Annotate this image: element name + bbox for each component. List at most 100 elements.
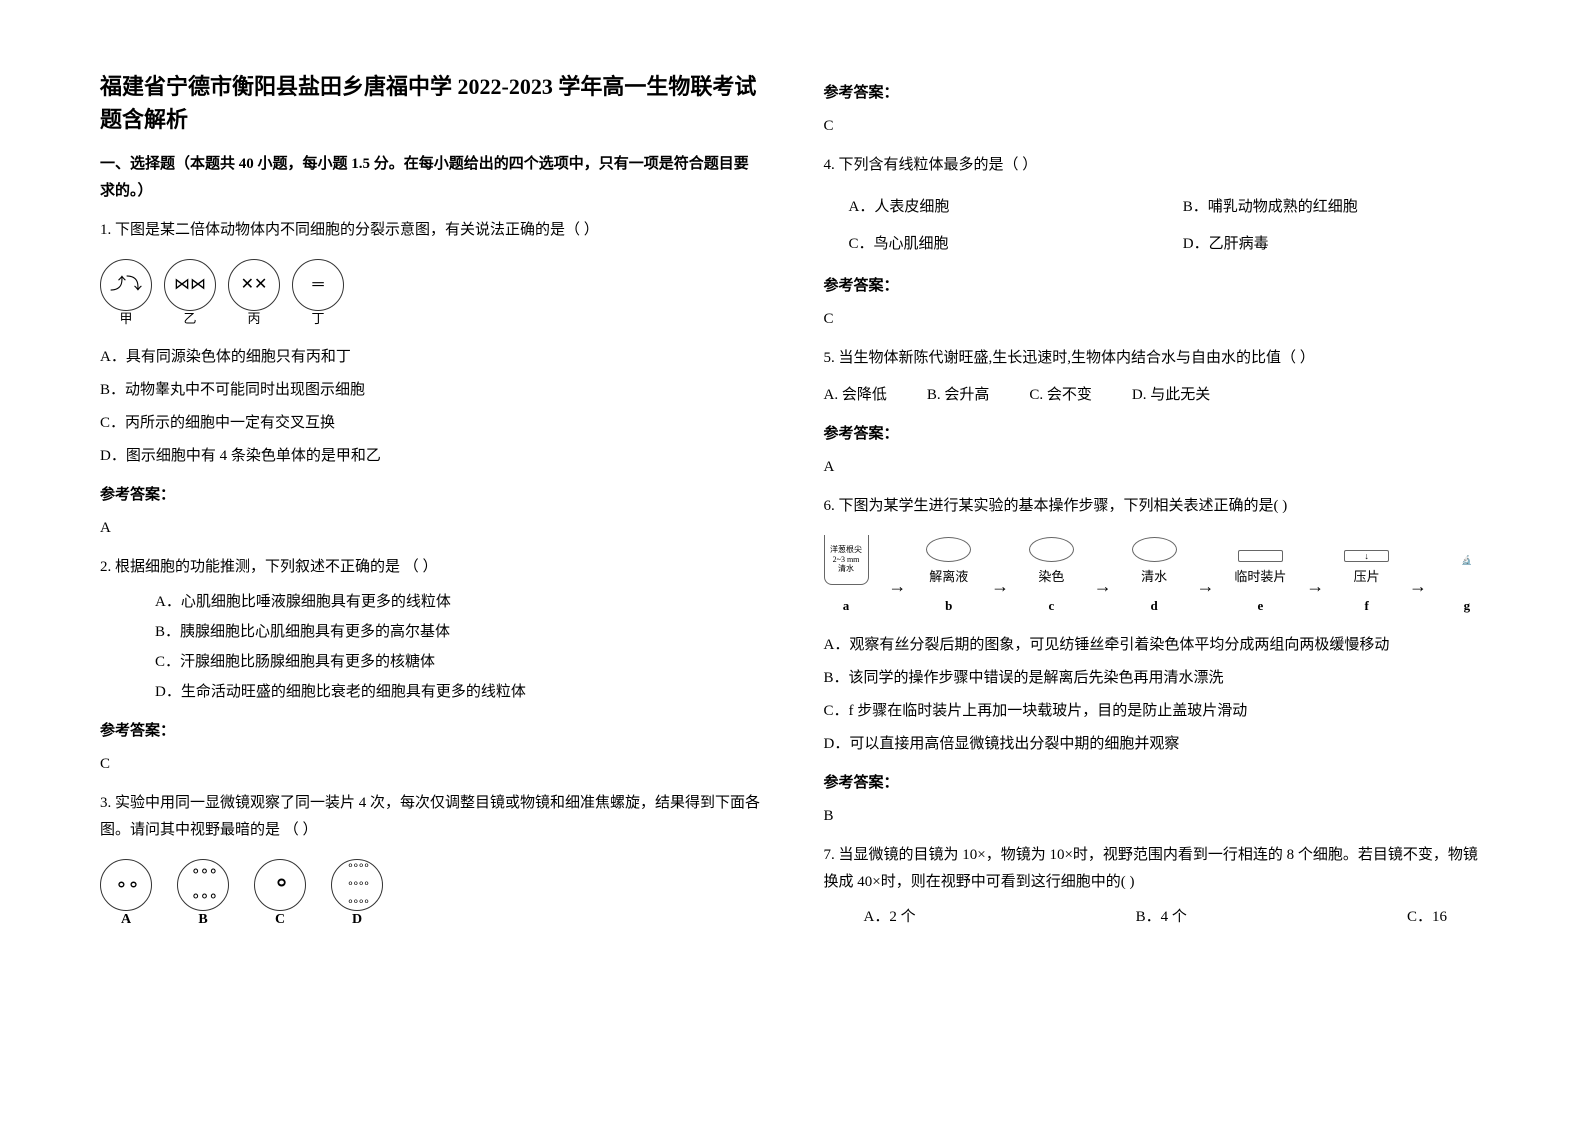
q5-option-c: C. 会不变: [1029, 382, 1092, 409]
cell-label-1: 甲: [119, 307, 132, 330]
q2-option-a: A．心肌细胞比唾液腺细胞具有更多的线粒体: [155, 589, 764, 616]
q2-text: 2. 根据细胞的功能推测，下列叙述不正确的是 （ ）: [100, 554, 764, 581]
microscope-view-a: ⚬⚬ A: [100, 859, 152, 911]
cell-diagram-3: ✕✕ 丙: [228, 259, 280, 311]
q4-option-c: C．鸟心肌细胞: [849, 231, 1153, 258]
chromosome-icon: ═: [312, 277, 323, 293]
step-b: 解离液 b: [926, 537, 971, 618]
question-4: 4. 下列含有线粒体最多的是（ ） A．人表皮细胞 B．哺乳动物成熟的红细胞 C…: [824, 152, 1488, 258]
q4-option-d: D．乙肝病毒: [1183, 231, 1487, 258]
q4-text: 4. 下列含有线粒体最多的是（ ）: [824, 152, 1488, 179]
right-column: 参考答案： C 4. 下列含有线粒体最多的是（ ） A．人表皮细胞 B．哺乳动物…: [824, 70, 1488, 943]
microscope-icon: 🔬: [1447, 535, 1487, 585]
q1-option-a: A．具有同源染色体的细胞只有丙和丁: [100, 344, 764, 371]
question-5: 5. 当生物体新陈代谢旺盛,生长迅速时,生物体内结合水与自由水的比值（ ） A.…: [824, 345, 1488, 409]
q6-option-a: A．观察有丝分裂后期的图象，可见纺锤丝牵引着染色体平均分成两组向两极缓慢移动: [824, 632, 1488, 659]
step-c: 染色 c: [1029, 537, 1074, 618]
cells-icon: ⚬⚬: [114, 869, 138, 901]
cell-diagram-4: ═ 丁: [292, 259, 344, 311]
q6-diagram: 洋葱根尖2~3 mm清水 a → 解离液 b → 染色 c →: [824, 535, 1488, 617]
q4-options: A．人表皮细胞 B．哺乳动物成熟的红细胞 C．鸟心肌细胞 D．乙肝病毒: [849, 194, 1488, 258]
slide-icon: ↓: [1344, 550, 1389, 562]
view-label-c: C: [275, 907, 285, 932]
q1-diagram: ⤴⤵ 甲 ⋈⋈ 乙 ✕✕ 丙 ═ 丁: [100, 259, 764, 311]
q2-option-d: D．生命活动旺盛的细胞比衰老的细胞具有更多的线粒体: [155, 679, 764, 706]
q7-option-b: B．4 个: [1136, 904, 1187, 931]
cells-icon: ⚬⚬⚬⚬⚬⚬: [190, 860, 216, 910]
q4-answer: C: [824, 306, 1488, 333]
step-letter-g: g: [1464, 594, 1471, 617]
q3-answer: C: [824, 113, 1488, 140]
step-d: 清水 d: [1132, 537, 1177, 618]
step-letter-d: d: [1151, 594, 1158, 617]
microscope-view-b: ⚬⚬⚬⚬⚬⚬ B: [177, 859, 229, 911]
step-c-label: 染色: [1038, 565, 1064, 588]
answer-label: 参考答案：: [100, 718, 764, 745]
question-3: 3. 实验中用同一显微镜观察了同一装片 4 次，每次仅调整目镜或物镜和细准焦螺旋…: [100, 790, 764, 911]
answer-label: 参考答案：: [824, 421, 1488, 448]
view-label-b: B: [198, 907, 207, 932]
dish-icon: [926, 537, 971, 562]
step-letter-b: b: [945, 594, 952, 617]
arrow-icon: →: [1197, 570, 1215, 602]
beaker-icon: 洋葱根尖2~3 mm清水: [824, 535, 869, 585]
section-header: 一、选择题（本题共 40 小题，每小题 1.5 分。在每小题给出的四个选项中，只…: [100, 151, 764, 205]
question-1: 1. 下图是某二倍体动物体内不同细胞的分裂示意图，有关说法正确的是（ ） ⤴⤵ …: [100, 217, 764, 470]
q6-option-d: D．可以直接用高倍显微镜找出分裂中期的细胞并观察: [824, 731, 1488, 758]
q3-text: 3. 实验中用同一显微镜观察了同一装片 4 次，每次仅调整目镜或物镜和细准焦螺旋…: [100, 790, 764, 844]
chromosome-icon: ⋈⋈: [174, 277, 206, 293]
step-d-label: 清水: [1141, 565, 1167, 588]
q1-option-d: D．图示细胞中有 4 条染色单体的是甲和乙: [100, 443, 764, 470]
step-f: ↓ 压片 f: [1344, 550, 1389, 618]
q2-option-b: B．胰腺细胞比心肌细胞具有更多的高尔基体: [155, 619, 764, 646]
arrow-icon: →: [991, 570, 1009, 602]
q1-option-b: B．动物睾丸中不可能同时出现图示细胞: [100, 377, 764, 404]
cells-icon: ⚬⚬⚬⚬⚬⚬⚬⚬⚬⚬⚬⚬: [346, 858, 368, 912]
left-column: 福建省宁德市衡阳县盐田乡唐福中学 2022-2023 学年高一生物联考试题含解析…: [100, 70, 764, 943]
step-letter-e: e: [1257, 594, 1263, 617]
step-f-label: 压片: [1354, 565, 1380, 588]
arrow-icon: →: [1306, 570, 1324, 602]
question-2: 2. 根据细胞的功能推测，下列叙述不正确的是 （ ） A．心肌细胞比唾液腺细胞具…: [100, 554, 764, 706]
q6-option-c: C．f 步骤在临时装片上再加一块载玻片，目的是防止盖玻片滑动: [824, 698, 1488, 725]
step-letter-f: f: [1364, 594, 1368, 617]
chromosome-icon: ✕✕: [241, 277, 268, 293]
answer-label: 参考答案：: [824, 80, 1488, 107]
chromosome-icon: ⤴⤵: [110, 277, 142, 293]
q6-answer: B: [824, 803, 1488, 830]
q5-option-d: D. 与此无关: [1132, 382, 1210, 409]
step-a: 洋葱根尖2~3 mm清水 a: [824, 535, 869, 617]
dish-icon: [1132, 537, 1177, 562]
question-7: 7. 当显微镜的目镜为 10×，物镜为 10×时，视野范围内看到一行相连的 8 …: [824, 842, 1488, 931]
answer-label: 参考答案：: [824, 273, 1488, 300]
q4-option-a: A．人表皮细胞: [849, 194, 1153, 221]
q4-option-b: B．哺乳动物成熟的红细胞: [1183, 194, 1487, 221]
document-title: 福建省宁德市衡阳县盐田乡唐福中学 2022-2023 学年高一生物联考试题含解析: [100, 70, 764, 136]
step-letter-a: a: [843, 594, 850, 617]
arrow-icon: →: [1409, 570, 1427, 602]
arrow-icon: →: [1094, 570, 1112, 602]
dish-icon: [1029, 537, 1074, 562]
microscope-view-c: ⚬ C: [254, 859, 306, 911]
q2-option-c: C．汗腺细胞比肠腺细胞具有更多的核糖体: [155, 649, 764, 676]
q6-text: 6. 下图为某学生进行某实验的基本操作步骤，下列相关表述正确的是( ): [824, 493, 1488, 520]
question-6: 6. 下图为某学生进行某实验的基本操作步骤，下列相关表述正确的是( ) 洋葱根尖…: [824, 493, 1488, 758]
q5-option-b: B. 会升高: [927, 382, 990, 409]
q7-option-c: C．16: [1407, 904, 1447, 931]
q1-answer: A: [100, 515, 764, 542]
step-b-label: 解离液: [929, 565, 968, 588]
q7-option-a: A．2 个: [864, 904, 916, 931]
q5-option-a: A. 会降低: [824, 382, 887, 409]
cell-diagram-1: ⤴⤵ 甲: [100, 259, 152, 311]
slide-icon: [1238, 550, 1283, 562]
view-label-d: D: [352, 907, 362, 932]
q5-answer: A: [824, 454, 1488, 481]
step-a-label3: 清水: [838, 564, 854, 573]
step-a-label1: 洋葱根尖: [830, 545, 862, 554]
microscope-view-d: ⚬⚬⚬⚬⚬⚬⚬⚬⚬⚬⚬⚬ D: [331, 859, 383, 911]
step-letter-c: c: [1049, 594, 1055, 617]
arrow-icon: →: [888, 570, 906, 602]
q5-text: 5. 当生物体新陈代谢旺盛,生长迅速时,生物体内结合水与自由水的比值（ ）: [824, 345, 1488, 372]
q3-diagram: ⚬⚬ A ⚬⚬⚬⚬⚬⚬ B ⚬ C ⚬⚬⚬⚬⚬⚬⚬⚬⚬⚬⚬⚬ D: [100, 859, 764, 911]
q1-text: 1. 下图是某二倍体动物体内不同细胞的分裂示意图，有关说法正确的是（ ）: [100, 217, 764, 244]
